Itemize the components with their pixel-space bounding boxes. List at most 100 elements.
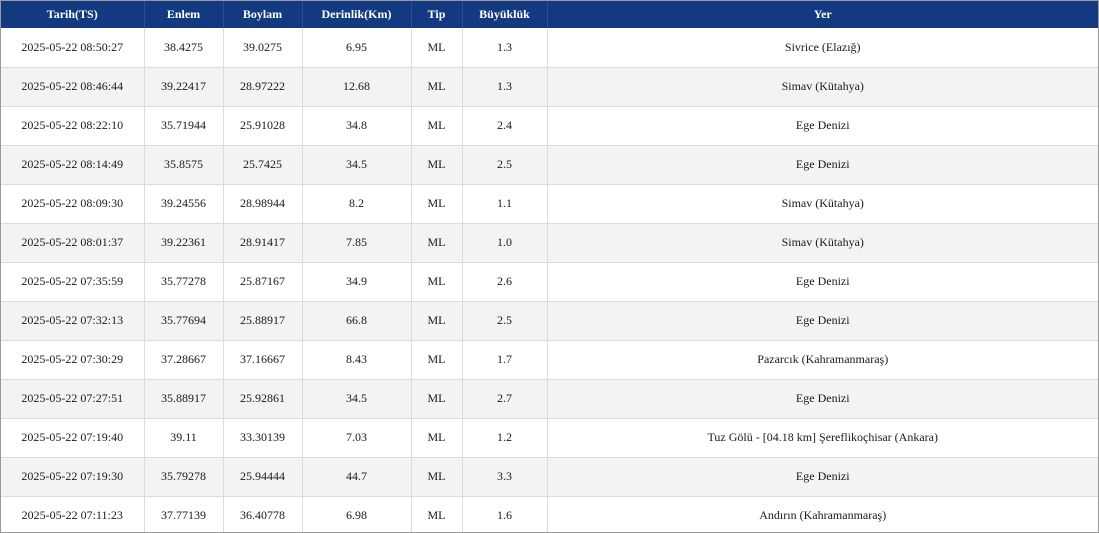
type-cell: ML bbox=[411, 457, 463, 497]
latitude-cell: 39.11 bbox=[144, 418, 224, 458]
longitude-cell: 33.30139 bbox=[223, 418, 303, 458]
magnitude-cell: 2.5 bbox=[462, 145, 548, 185]
longitude-cell: 25.7425 bbox=[223, 145, 303, 185]
table-row[interactable]: 2025-05-22 07:30:29 37.28667 37.16667 8.43 M… bbox=[1, 340, 1098, 380]
latitude-cell: 35.71944 bbox=[144, 106, 224, 146]
type-cell: ML bbox=[411, 340, 463, 380]
type-cell: ML bbox=[411, 184, 463, 224]
magnitude-cell: 2.5 bbox=[462, 301, 548, 341]
table-row[interactable]: 2025-05-22 07:11:23 37.77139 36.40778 6.98 M… bbox=[1, 496, 1098, 532]
date-cell: 2025-05-22 07:19:30 bbox=[1, 457, 145, 497]
latitude-cell: 35.8575 bbox=[144, 145, 224, 185]
magnitude-cell: 1.3 bbox=[462, 28, 548, 68]
column-header-depth[interactable]: Derinlik(Km) bbox=[302, 1, 412, 28]
latitude-cell: 37.77139 bbox=[144, 496, 224, 532]
location-cell: Ege Denizi bbox=[547, 262, 1098, 302]
location-cell: Simav (Kütahya) bbox=[547, 223, 1098, 263]
latitude-cell: 39.24556 bbox=[144, 184, 224, 224]
depth-cell: 34.9 bbox=[302, 262, 412, 302]
depth-cell: 7.85 bbox=[302, 223, 412, 263]
table-row[interactable]: 2025-05-22 08:09:30 39.24556 28.98944 8.2 ML… bbox=[1, 184, 1098, 224]
date-cell: 2025-05-22 08:14:49 bbox=[1, 145, 145, 185]
longitude-cell: 28.97222 bbox=[223, 67, 303, 107]
column-header-latitude[interactable]: Enlem bbox=[144, 1, 224, 28]
date-cell: 2025-05-22 08:22:10 bbox=[1, 106, 145, 146]
table-row[interactable]: 2025-05-22 08:01:37 39.22361 28.91417 7.85 M… bbox=[1, 223, 1098, 263]
column-header-location[interactable]: Yer bbox=[813, 7, 832, 21]
longitude-cell: 37.16667 bbox=[223, 340, 303, 380]
date-cell: 2025-05-22 07:35:59 bbox=[1, 262, 145, 302]
table-row[interactable]: 2025-05-22 07:27:51 35.88917 25.92861 34.5 M… bbox=[1, 379, 1098, 419]
column-header-type[interactable]: Tip bbox=[411, 1, 463, 28]
magnitude-cell: 1.0 bbox=[462, 223, 548, 263]
longitude-cell: 39.0275 bbox=[223, 28, 303, 68]
type-cell: ML bbox=[411, 106, 463, 146]
latitude-cell: 37.28667 bbox=[144, 340, 224, 380]
longitude-cell: 25.88917 bbox=[223, 301, 303, 341]
longitude-cell: 25.91028 bbox=[223, 106, 303, 146]
date-cell: 2025-05-22 07:19:40 bbox=[1, 418, 145, 458]
table-row[interactable]: 2025-05-22 07:32:13 35.77694 25.88917 66.8 M… bbox=[1, 301, 1098, 341]
depth-cell: 6.95 bbox=[302, 28, 412, 68]
depth-cell: 34.5 bbox=[302, 145, 412, 185]
table-row[interactable]: 2025-05-22 08:22:10 35.71944 25.91028 34.8 M… bbox=[1, 106, 1098, 146]
latitude-cell: 38.4275 bbox=[144, 28, 224, 68]
header-row: Tarih(TS) Enlem Boylam Derinlik(Km) Tip … bbox=[1, 1, 1098, 28]
location-cell: Simav (Kütahya) bbox=[547, 184, 1098, 224]
column-header-magnitude[interactable]: Büyüklük bbox=[462, 1, 548, 28]
magnitude-cell: 2.4 bbox=[462, 106, 548, 146]
column-header-date[interactable]: Tarih(TS) bbox=[1, 1, 145, 28]
location-cell: Simav (Kütahya) bbox=[547, 67, 1098, 107]
date-cell: 2025-05-22 07:27:51 bbox=[1, 379, 145, 419]
magnitude-cell: 3.3 bbox=[462, 457, 548, 497]
depth-cell: 8.43 bbox=[302, 340, 412, 380]
type-cell: ML bbox=[411, 223, 463, 263]
type-cell: ML bbox=[411, 28, 463, 68]
date-cell: 2025-05-22 08:01:37 bbox=[1, 223, 145, 263]
latitude-cell: 35.77694 bbox=[144, 301, 224, 341]
type-cell: ML bbox=[411, 262, 463, 302]
latitude-cell: 35.79278 bbox=[144, 457, 224, 497]
latitude-cell: 35.88917 bbox=[144, 379, 224, 419]
date-cell: 2025-05-22 07:30:29 bbox=[1, 340, 145, 380]
magnitude-cell: 1.6 bbox=[462, 496, 548, 532]
type-cell: ML bbox=[411, 379, 463, 419]
type-cell: ML bbox=[411, 496, 463, 532]
location-cell: Sivrice (Elazığ) bbox=[547, 28, 1098, 68]
magnitude-cell: 1.1 bbox=[462, 184, 548, 224]
location-cell: Pazarcık (Kahramanmaraş) bbox=[547, 340, 1098, 380]
location-cell: Ege Denizi bbox=[547, 106, 1098, 146]
longitude-cell: 28.91417 bbox=[223, 223, 303, 263]
depth-cell: 6.98 bbox=[302, 496, 412, 532]
column-header-longitude[interactable]: Boylam bbox=[223, 1, 303, 28]
latitude-cell: 39.22417 bbox=[144, 67, 224, 107]
table-row[interactable]: 2025-05-22 08:50:27 38.4275 39.0275 6.95 ML 1… bbox=[1, 28, 1098, 68]
longitude-cell: 28.98944 bbox=[223, 184, 303, 224]
location-cell: Ege Denizi bbox=[547, 145, 1098, 185]
depth-cell: 7.03 bbox=[302, 418, 412, 458]
magnitude-cell: 1.2 bbox=[462, 418, 548, 458]
depth-cell: 44.7 bbox=[302, 457, 412, 497]
table-row[interactable]: 2025-05-22 08:46:44 39.22417 28.97222 12.68… bbox=[1, 67, 1098, 107]
table-row[interactable]: 2025-05-22 07:19:30 35.79278 25.94444 44.7 M… bbox=[1, 457, 1098, 497]
table-row[interactable]: 2025-05-22 07:35:59 35.77278 25.87167 34.9 M… bbox=[1, 262, 1098, 302]
location-cell: Tuz Gölü - [04.18 km] Şereflikoçhisar (A… bbox=[547, 418, 1098, 458]
table-header: Tarih(TS) Enlem Boylam Derinlik(Km) Tip … bbox=[1, 1, 1098, 28]
depth-cell: 8.2 bbox=[302, 184, 412, 224]
latitude-cell: 39.22361 bbox=[144, 223, 224, 263]
depth-cell: 12.68 bbox=[302, 67, 412, 107]
latitude-cell: 35.77278 bbox=[144, 262, 224, 302]
table-row[interactable]: 2025-05-22 08:14:49 35.8575 25.7425 34.5 ML 2… bbox=[1, 145, 1098, 185]
date-cell: 2025-05-22 08:46:44 bbox=[1, 67, 145, 107]
longitude-cell: 25.92861 bbox=[223, 379, 303, 419]
table-row[interactable]: 2025-05-22 07:19:40 39.11 33.30139 7.03 ML 1.… bbox=[1, 418, 1098, 458]
location-cell: Andırın (Kahramanmaraş) bbox=[547, 496, 1098, 532]
longitude-cell: 25.87167 bbox=[223, 262, 303, 302]
location-cell: Ege Denizi bbox=[547, 379, 1098, 419]
longitude-cell: 25.94444 bbox=[223, 457, 303, 497]
type-cell: ML bbox=[411, 67, 463, 107]
type-cell: ML bbox=[411, 418, 463, 458]
magnitude-cell: 2.6 bbox=[462, 262, 548, 302]
